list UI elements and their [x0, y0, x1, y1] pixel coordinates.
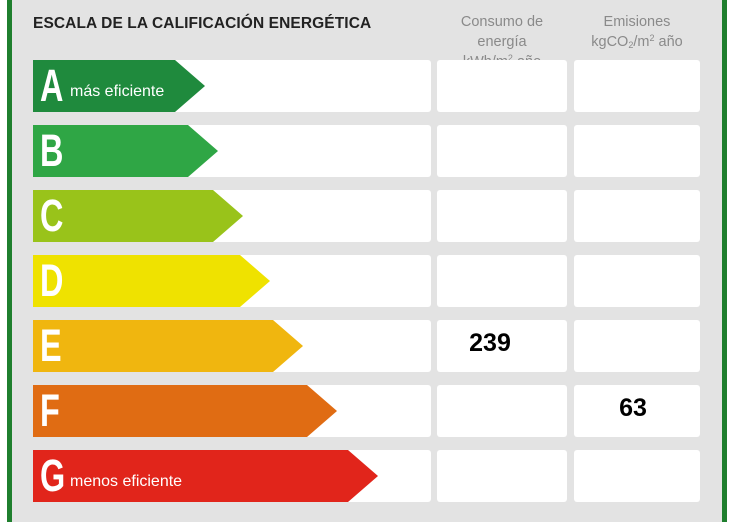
- rating-arrow-f: [33, 385, 337, 437]
- consumo-cell: [437, 125, 567, 177]
- rating-letter: E: [40, 320, 62, 371]
- rating-arrow-d: [33, 255, 270, 307]
- emisiones-cell: [574, 60, 700, 112]
- consumo-cell: [437, 450, 567, 502]
- emisiones-cell: [574, 190, 700, 242]
- emisiones-column-header: Emisiones kgCO2/m2 año: [572, 12, 702, 52]
- emisiones-cell: [574, 450, 700, 502]
- consumo-cell: [437, 60, 567, 112]
- emisiones-cell: [574, 125, 700, 177]
- emisiones-cell: [574, 385, 700, 437]
- rating-letter: G: [40, 450, 66, 501]
- consumo-header-line1: Consumo de energía: [460, 14, 544, 50]
- rating-arrow-e: [33, 320, 303, 372]
- rating-arrow-g: [33, 450, 378, 502]
- rating-arrow-c: [33, 190, 243, 242]
- consumo-cell: [437, 255, 567, 307]
- rating-arrow-shape: [33, 190, 243, 242]
- rating-sublabel: más eficiente: [70, 83, 165, 100]
- rating-arrow-shape: [33, 255, 270, 307]
- consumo-value: 239: [469, 329, 511, 357]
- rating-letter: F: [40, 385, 60, 436]
- emisiones-header-line1: Emisiones: [603, 14, 671, 30]
- consumo-cell: [437, 190, 567, 242]
- rating-letter: A: [40, 60, 64, 111]
- rating-sublabel: menos eficiente: [70, 473, 183, 490]
- rating-letter: B: [40, 125, 64, 176]
- rating-letter: C: [40, 190, 64, 241]
- rating-letter: D: [40, 255, 64, 306]
- rating-arrow-a: [33, 60, 205, 112]
- emisiones-header-line2: kgCO2/m2 año: [591, 33, 683, 51]
- rating-arrow-shape: [33, 320, 303, 372]
- rating-arrow-shape: [33, 60, 205, 112]
- emisiones-cell: [574, 320, 700, 372]
- rating-arrow-shape: [33, 450, 378, 502]
- consumo-cell: [437, 320, 567, 372]
- rating-arrow-b: [33, 125, 218, 177]
- rating-arrow-shape: [33, 125, 218, 177]
- emisiones-cell: [574, 255, 700, 307]
- page-title: ESCALA DE LA CALIFICACIÓN ENERGÉTICA: [33, 15, 372, 32]
- emisiones-value: 63: [619, 394, 647, 422]
- consumo-cell: [437, 385, 567, 437]
- rating-arrow-shape: [33, 385, 337, 437]
